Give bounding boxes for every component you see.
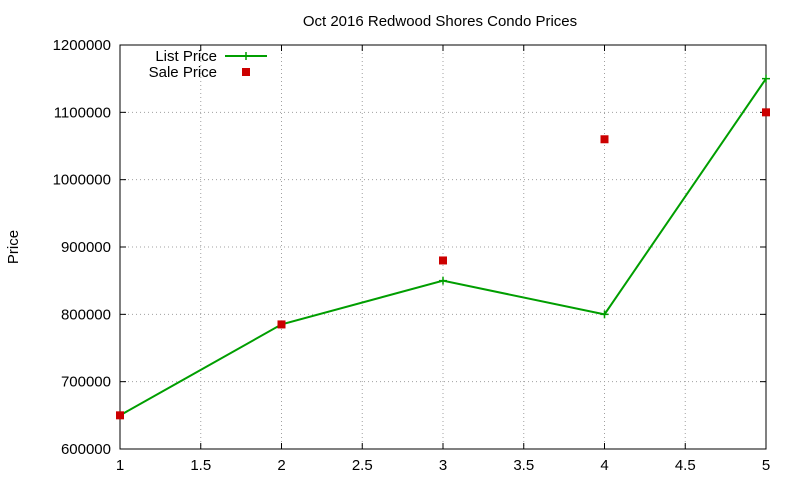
sale-price-point: [116, 411, 124, 420]
x-tick-label: 3: [439, 457, 447, 474]
legend-label-sale-price: Sale Price: [149, 64, 217, 81]
list-price-point: [439, 276, 447, 285]
x-tick-label: 2: [277, 457, 285, 474]
y-tick-label: 700000: [61, 374, 111, 391]
x-tick-label: 1.5: [190, 457, 211, 474]
sale-price-point: [439, 256, 447, 265]
list-price-point: [762, 74, 770, 83]
x-tick-label: 3.5: [513, 457, 534, 474]
series: [116, 74, 770, 420]
y-axis-label: Price: [5, 230, 22, 264]
y-tick-label: 900000: [61, 239, 111, 256]
y-tick-label: 1100000: [54, 104, 111, 121]
axes: 1 1.5 2 2.5 3 3.5 4 4.5 5 600000 700000 800000 90000…: [53, 37, 771, 474]
legend-label-list-price: List Price: [155, 48, 217, 65]
sale-price-point: [600, 135, 609, 144]
x-tick-label: 2.5: [352, 457, 373, 474]
grid: [120, 45, 766, 449]
list-price-point: [600, 310, 609, 319]
y-tick-label: 600000: [61, 441, 111, 458]
legend-marker-list-price: [242, 52, 250, 60]
sale-price-series: [116, 108, 770, 420]
sale-price-point: [762, 108, 770, 117]
chart-title: Oct 2016 Redwood Shores Condo Prices: [303, 13, 577, 30]
y-tick-label: 1000000: [53, 172, 111, 189]
y-tick-label: 800000: [61, 306, 111, 323]
list-price-series: [116, 74, 770, 420]
x-tick-label: 4.5: [675, 457, 696, 474]
sale-price-point: [277, 320, 286, 329]
legend-marker-sale-price: [242, 68, 250, 76]
x-tick-label: 4: [600, 457, 608, 474]
x-tick-label: 1: [116, 457, 124, 474]
y-tick-label: 1200000: [53, 37, 111, 54]
x-tick-label: 5: [762, 457, 770, 474]
